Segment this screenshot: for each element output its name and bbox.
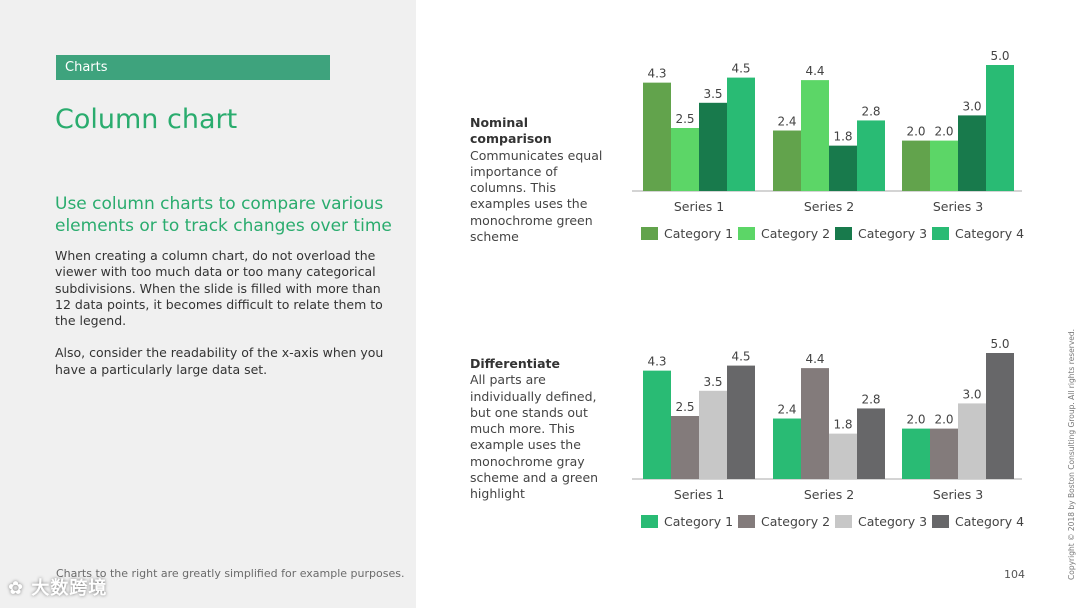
x-tick-label: Series 1: [674, 199, 724, 214]
legend-label: Category 2: [761, 226, 830, 241]
bar: [902, 140, 930, 191]
legend-swatch: [641, 227, 658, 240]
x-tick-label: Series 1: [674, 487, 724, 502]
data-label: 2.4: [777, 403, 796, 417]
bar: [773, 418, 801, 479]
x-tick-label: Series 3: [933, 487, 983, 502]
bar: [671, 416, 699, 479]
data-label: 4.5: [731, 350, 750, 364]
legend-label: Category 3: [858, 226, 927, 241]
data-label: 4.4: [805, 352, 824, 366]
chart-description-differentiate: Differentiate All parts are individually…: [470, 356, 605, 503]
page-number: 104: [1004, 568, 1025, 581]
description-text: Communicates equal importance of columns…: [470, 147, 603, 245]
x-tick-label: Series 3: [933, 199, 983, 214]
bar: [958, 403, 986, 479]
bar: [829, 145, 857, 191]
data-label: 3.0: [962, 99, 981, 113]
bar: [902, 428, 930, 479]
copyright-notice: Copyright © 2018 by Boston Consulting Gr…: [1067, 328, 1076, 580]
description-text: All parts are individually defined, but …: [470, 372, 599, 502]
left-panel: [0, 0, 416, 608]
data-label: 5.0: [990, 49, 1009, 63]
data-label: 4.5: [731, 62, 750, 76]
bar: [671, 128, 699, 191]
x-tick-label: Series 2: [804, 199, 854, 214]
legend-label: Category 1: [664, 226, 733, 241]
description-title: Nominal comparison: [470, 115, 552, 147]
data-label: 1.8: [833, 418, 852, 432]
bar: [727, 77, 755, 191]
data-label: 2.4: [777, 115, 796, 129]
legend-swatch: [641, 515, 658, 528]
data-label: 3.5: [703, 375, 722, 389]
bar: [727, 365, 755, 479]
body-text: When creating a column chart, do not ove…: [55, 248, 385, 394]
data-label: 2.8: [861, 392, 880, 406]
legend-swatch: [835, 515, 852, 528]
data-label: 4.3: [647, 67, 666, 81]
column-chart-differentiate: 4.3 2.5 3.5 4.5 Series 1 2.4 4.4 1.8 2.8 Series 2…: [632, 337, 1024, 529]
x-tick-label: Series 2: [804, 487, 854, 502]
legend-label: Category 1: [664, 514, 733, 529]
body-paragraph-1: When creating a column chart, do not ove…: [55, 248, 383, 329]
bar: [773, 130, 801, 191]
data-label: 2.0: [934, 413, 953, 427]
watermark-text: 大数跨境: [31, 578, 108, 599]
bar: [801, 80, 829, 191]
data-label: 5.0: [990, 337, 1009, 351]
bar: [699, 390, 727, 479]
legend-swatch: [835, 227, 852, 240]
data-label: 3.0: [962, 387, 981, 401]
bar: [958, 115, 986, 191]
bar: [857, 408, 885, 479]
data-label: 4.4: [805, 64, 824, 78]
footnote: Charts to the right are greatly simplifi…: [56, 567, 405, 580]
data-label: 2.8: [861, 104, 880, 118]
bar: [857, 120, 885, 191]
data-label: 3.5: [703, 87, 722, 101]
bar: [930, 140, 958, 191]
bar: [801, 368, 829, 479]
data-label: 2.0: [906, 125, 925, 139]
bar: [986, 65, 1014, 191]
bar: [986, 353, 1014, 479]
legend-label: Category 2: [761, 514, 830, 529]
legend-label: Category 4: [955, 514, 1024, 529]
watermark-icon: ✿: [8, 578, 25, 599]
legend-label: Category 4: [955, 226, 1024, 241]
data-label: 2.0: [906, 413, 925, 427]
data-label: 1.8: [833, 130, 852, 144]
legend-swatch: [738, 227, 755, 240]
legend-swatch: [932, 227, 949, 240]
column-chart-nominal: 4.3 2.5 3.5 4.5 Series 1 2.4 4.4 1.8 2.8 Series 2…: [632, 49, 1024, 241]
bar: [643, 370, 671, 479]
bar: [829, 433, 857, 479]
bar: [930, 428, 958, 479]
chart-description-nominal: Nominal comparison Communicates equal im…: [470, 115, 605, 245]
data-label: 2.5: [675, 112, 694, 126]
page-title: Column chart: [55, 104, 238, 135]
bar: [699, 102, 727, 191]
bar: [643, 82, 671, 191]
data-label: 2.0: [934, 125, 953, 139]
section-tag: Charts: [56, 55, 330, 80]
description-title: Differentiate: [470, 356, 560, 371]
legend-swatch: [738, 515, 755, 528]
body-paragraph-2: Also, consider the readability of the x-…: [55, 345, 384, 377]
data-label: 4.3: [647, 355, 666, 369]
subtitle: Use column charts to compare various ele…: [55, 194, 392, 236]
legend-swatch: [932, 515, 949, 528]
legend-label: Category 3: [858, 514, 927, 529]
data-label: 2.5: [675, 400, 694, 414]
watermark-logo: ✿ 大数跨境: [8, 574, 107, 600]
